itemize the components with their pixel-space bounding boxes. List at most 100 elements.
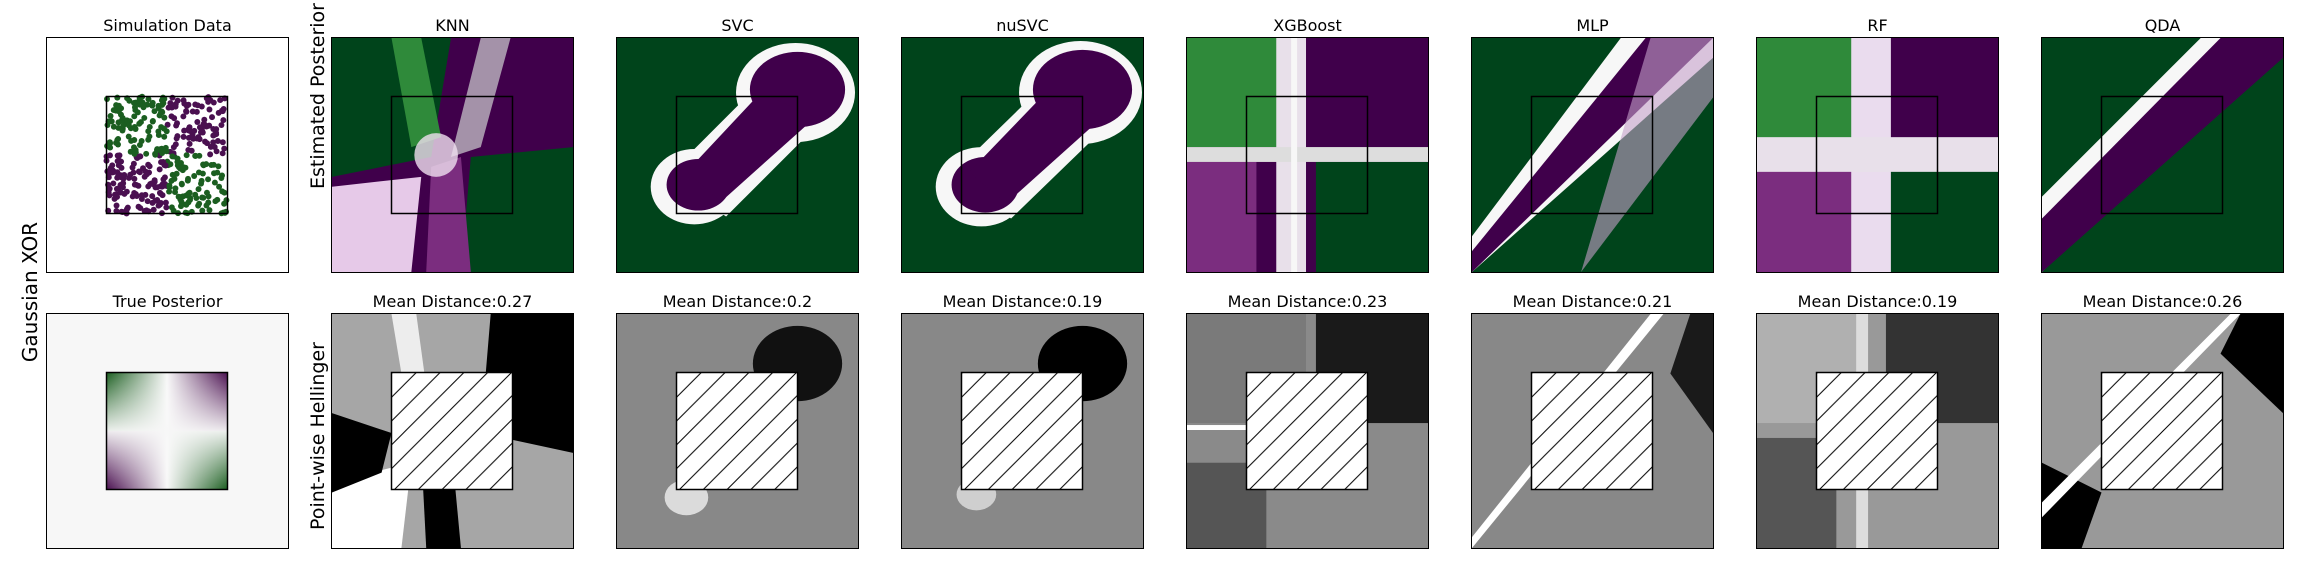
- scatter-point: [167, 100, 174, 107]
- posterior-svc: [616, 37, 859, 273]
- hellinger-svc: [616, 313, 859, 549]
- posterior-xgboost: [1186, 37, 1429, 273]
- scatter-point: [110, 123, 117, 130]
- scatter-point: [114, 152, 121, 159]
- scatter-point: [203, 161, 210, 168]
- scatter-point: [161, 133, 168, 140]
- scatter-point: [159, 109, 166, 116]
- hatched-region: [1245, 371, 1369, 491]
- scatter-point: [195, 186, 202, 193]
- hellinger-nusvc-heatmap: [902, 314, 1143, 548]
- hatched-region: [1815, 371, 1939, 491]
- scatter-point: [131, 150, 138, 157]
- scatter-point: [138, 192, 145, 199]
- scatter-point: [216, 183, 223, 190]
- mean-distance-knn: Mean Distance:0.27: [372, 292, 533, 311]
- scatter-point: [186, 189, 193, 196]
- scatter-point: [149, 193, 156, 200]
- scatter-point: [154, 147, 160, 154]
- scatter-point: [165, 104, 172, 111]
- scatter-point: [125, 122, 132, 129]
- scatter-point: [185, 175, 192, 182]
- title-true-posterior: True Posterior: [112, 292, 223, 311]
- scatter-point: [123, 188, 130, 195]
- scatter-point: [219, 139, 226, 146]
- scatter-point: [133, 193, 140, 200]
- row-label-gaussian-xor: Gaussian XOR: [18, 221, 42, 363]
- scatter-point: [181, 127, 188, 134]
- scatter-point: [125, 133, 132, 140]
- scatter-point: [217, 97, 224, 104]
- posterior-qda: [2041, 37, 2284, 273]
- scatter-point: [210, 139, 217, 146]
- scatter-point: [151, 108, 158, 115]
- posterior-xgboost-heatmap: [1187, 38, 1428, 272]
- scatter-point: [198, 177, 205, 184]
- scatter-point: [150, 206, 157, 213]
- scatter-point: [215, 163, 222, 170]
- hatched-region: [2100, 371, 2224, 491]
- hellinger-mlp: [1471, 313, 1714, 549]
- title-svc: SVC: [721, 16, 754, 35]
- posterior-rf-heatmap: [1757, 38, 1998, 272]
- scatter-point: [185, 146, 192, 153]
- scatter-point: [113, 202, 120, 209]
- scatter-point: [156, 189, 163, 196]
- scatter-point: [186, 140, 193, 147]
- scatter-points: [103, 93, 230, 217]
- title-simulation-data: Simulation Data: [103, 16, 232, 35]
- posterior-svc-heatmap: [617, 38, 858, 272]
- title-mlp: MLP: [1576, 16, 1609, 35]
- scatter-point: [163, 204, 170, 211]
- mean-distance-qda: Mean Distance:0.26: [2082, 292, 2243, 311]
- scatter-point: [172, 189, 179, 196]
- ylabel-estimated-posterior: Estimated Posterior: [307, 3, 329, 189]
- scatter-point: [207, 151, 214, 158]
- title-knn: KNN: [435, 16, 470, 35]
- scatter-point: [107, 113, 114, 120]
- scatter-point: [214, 169, 221, 176]
- panel-true-posterior: [46, 313, 289, 549]
- scatter-point: [144, 198, 151, 205]
- scatter-point: [131, 181, 138, 188]
- scatter-point: [189, 108, 196, 115]
- scatter-point: [159, 101, 166, 108]
- hellinger-rf-heatmap: [1757, 314, 1998, 548]
- mean-distance-nusvc: Mean Distance:0.19: [942, 292, 1103, 311]
- region-box: [1245, 95, 1369, 215]
- hatched-region: [390, 371, 514, 491]
- scatter-point: [115, 173, 122, 180]
- scatter-point: [162, 162, 169, 169]
- scatter-point: [221, 200, 228, 207]
- title-xgboost: XGBoost: [1273, 16, 1342, 35]
- scatter-point: [127, 171, 134, 178]
- scatter-point: [173, 170, 180, 177]
- posterior-knn-heatmap: [332, 38, 573, 272]
- region-box: [1815, 95, 1939, 215]
- ylabel-pointwise-hellinger: Point-wise Hellinger: [307, 342, 329, 530]
- scatter-point: [115, 102, 122, 109]
- scatter-point: [160, 147, 167, 154]
- scatter-point: [145, 128, 152, 135]
- scatter-point: [169, 153, 176, 160]
- scatter-point: [156, 166, 163, 173]
- scatter-point: [134, 109, 141, 116]
- scatter-point: [117, 189, 124, 196]
- scatter-point: [115, 108, 122, 115]
- scatter-point: [185, 126, 192, 132]
- scatter-point: [110, 180, 117, 187]
- scatter-point: [161, 125, 168, 132]
- scatter-point: [178, 180, 185, 187]
- scatter-point: [107, 152, 113, 159]
- scatter-point: [141, 114, 148, 121]
- posterior-qda-heatmap: [2042, 38, 2283, 272]
- scatter-point: [162, 199, 169, 206]
- hatched-region: [960, 371, 1084, 491]
- scatter-point: [183, 108, 190, 115]
- scatter-point: [161, 95, 168, 102]
- mean-distance-xgboost: Mean Distance:0.23: [1227, 292, 1388, 311]
- scatter-point: [166, 188, 173, 195]
- hellinger-qda-heatmap: [2042, 314, 2283, 548]
- scatter-point: [106, 185, 113, 192]
- posterior-mlp: [1471, 37, 1714, 273]
